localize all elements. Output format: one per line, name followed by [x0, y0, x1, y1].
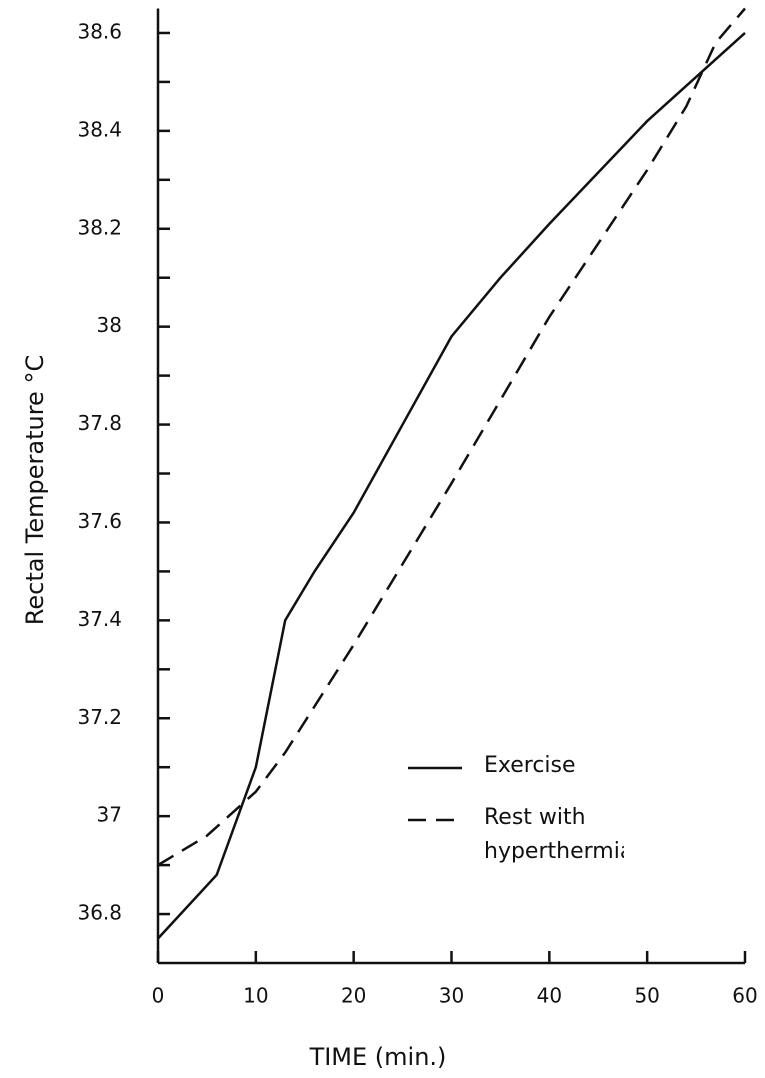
- x-tick-label: 10: [243, 984, 268, 1008]
- legend-label: Exercise: [484, 753, 576, 778]
- y-tick-label: 37.6: [77, 509, 122, 533]
- x-tick-label: 30: [439, 984, 464, 1008]
- y-tick-label: 37.8: [77, 411, 122, 435]
- y-tick-label: 36.8: [77, 901, 122, 925]
- x-tick-label: 60: [732, 984, 757, 1008]
- y-tick-label: 38.2: [77, 215, 122, 239]
- series-line: [157, 7, 746, 867]
- legend-entry: Rest with hyperthermia: [484, 805, 624, 864]
- x-tick-label: 40: [537, 984, 562, 1008]
- x-axis-label: TIME (min.): [309, 1043, 447, 1071]
- y-tick-label: 38.6: [77, 19, 122, 43]
- y-axis-label: Rectal Temperature °C: [21, 355, 49, 625]
- x-tick-label: 50: [634, 984, 659, 1008]
- x-tick-label: 0: [152, 984, 165, 1008]
- y-tick-label: 37: [97, 803, 122, 827]
- y-tick-label: 38.4: [77, 117, 122, 141]
- y-tick-label: 38: [97, 313, 122, 337]
- x-tick-label: 20: [341, 984, 366, 1008]
- y-tick-label: 37.4: [77, 607, 122, 631]
- legend-entry: Exercise: [484, 753, 576, 778]
- y-tick-label: 37.2: [77, 705, 122, 729]
- series-line: [157, 32, 746, 940]
- legend-label: Rest with hyperthermia: [484, 805, 624, 864]
